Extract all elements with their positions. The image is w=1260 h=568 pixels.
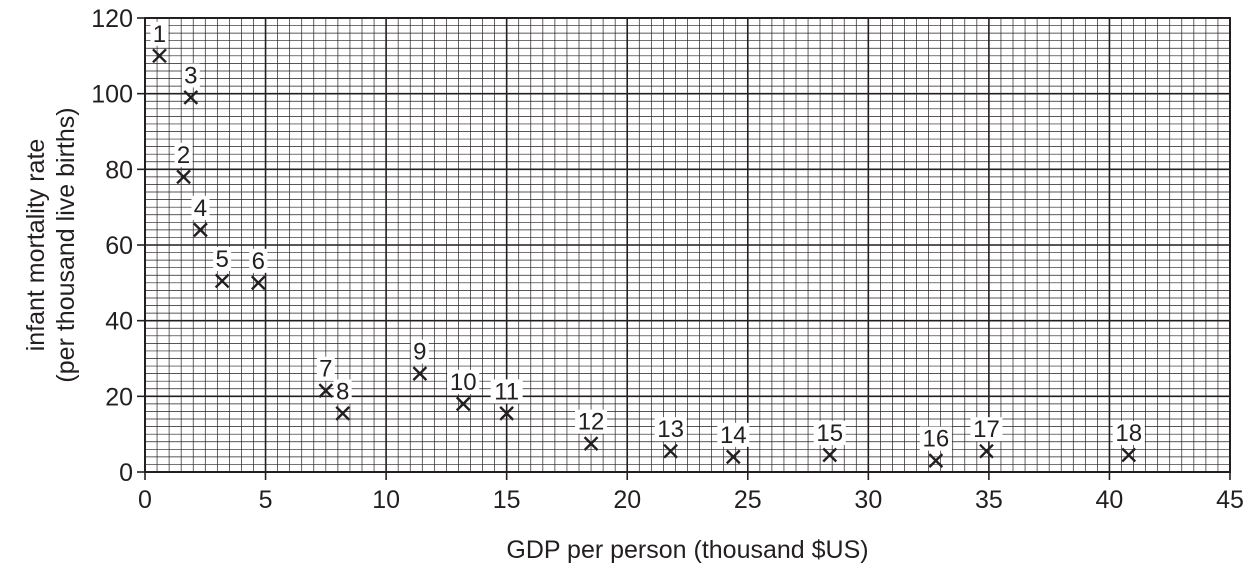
point-label: 1 xyxy=(153,21,166,48)
point-label-background xyxy=(575,409,608,434)
data-point: 10 xyxy=(447,369,480,412)
data-point: 7 xyxy=(316,356,335,399)
data-point: 9 xyxy=(410,339,429,381)
x-tick-label: 30 xyxy=(854,486,882,514)
point-label: 8 xyxy=(336,378,349,405)
point-marker xyxy=(318,383,334,399)
data-point: 15 xyxy=(813,420,846,463)
point-label-background xyxy=(333,379,352,404)
point-marker xyxy=(1121,447,1137,463)
point-marker xyxy=(979,443,994,459)
point-label: 18 xyxy=(1115,420,1142,447)
point-marker xyxy=(725,449,741,465)
x-tick-label: 45 xyxy=(1216,486,1244,514)
y-tick-label: 80 xyxy=(105,156,133,184)
point-label: 5 xyxy=(215,246,228,273)
point-label-background xyxy=(970,417,1003,442)
data-point: 4 xyxy=(191,195,210,238)
point-label-background xyxy=(654,417,687,442)
point-label-background xyxy=(490,379,523,404)
data-point: 13 xyxy=(654,416,687,459)
point-marker xyxy=(663,443,678,459)
x-tick-label: 10 xyxy=(372,486,400,514)
x-tick-label: 15 xyxy=(493,486,521,514)
point-label-background xyxy=(813,420,846,445)
point-marker xyxy=(250,275,266,291)
data-point: 11 xyxy=(490,378,523,421)
point-label: 6 xyxy=(252,248,265,275)
point-label: 11 xyxy=(494,378,519,405)
data-point: 18 xyxy=(1112,420,1145,463)
point-label: 16 xyxy=(922,426,949,453)
y-axis-label-line-2: (per thousand live births) xyxy=(52,107,80,382)
point-marker xyxy=(176,169,191,185)
grid xyxy=(144,17,1231,473)
point-label-background xyxy=(410,339,429,364)
point-label-background xyxy=(213,246,232,271)
data-point: 6 xyxy=(249,248,268,291)
data-point: 16 xyxy=(919,426,952,468)
data-point: 8 xyxy=(333,378,352,421)
data-point: 1 xyxy=(150,21,169,64)
point-marker xyxy=(335,406,351,421)
point-marker xyxy=(193,222,208,238)
y-tick-label: 60 xyxy=(105,232,133,260)
point-label: 12 xyxy=(578,409,605,436)
point-marker xyxy=(214,273,230,289)
data-point: 5 xyxy=(213,246,232,289)
data-point: 14 xyxy=(717,422,750,465)
x-tick-label: 40 xyxy=(1096,486,1124,514)
point-marker xyxy=(499,406,515,421)
point-label-background xyxy=(717,422,750,447)
point-label: 15 xyxy=(816,420,843,447)
x-axis-label: GDP per person (thousand $US) xyxy=(506,536,868,564)
point-marker xyxy=(152,48,167,64)
point-marker xyxy=(455,396,471,412)
y-tick-label: 40 xyxy=(105,308,133,336)
point-marker xyxy=(822,447,838,463)
point-label: 14 xyxy=(720,422,747,449)
x-tick-label: 35 xyxy=(975,486,1003,514)
point-label: 9 xyxy=(413,339,426,366)
point-marker xyxy=(928,453,944,468)
point-label-background xyxy=(191,195,210,220)
point-label: 2 xyxy=(177,142,190,169)
y-tick-label: 100 xyxy=(91,81,133,109)
data-point: 12 xyxy=(575,409,608,451)
point-label: 10 xyxy=(450,369,477,396)
point-label-background xyxy=(181,63,200,88)
point-label-background xyxy=(174,142,193,167)
point-marker xyxy=(183,90,199,105)
point-label: 4 xyxy=(194,195,207,222)
y-tick-label: 120 xyxy=(91,5,133,33)
y-tick-label: 20 xyxy=(105,383,133,411)
point-label-background xyxy=(447,369,480,394)
y-axis-label-line-1: infant mortality rate xyxy=(22,139,50,352)
point-marker xyxy=(412,366,428,381)
point-label-background xyxy=(316,356,335,381)
x-tick-label: 20 xyxy=(613,486,641,514)
point-label-background xyxy=(249,248,268,273)
x-tick-label: 25 xyxy=(734,486,762,514)
data-point: 3 xyxy=(181,62,200,105)
point-label: 17 xyxy=(973,416,1000,443)
point-label: 7 xyxy=(319,356,332,383)
data-point: 2 xyxy=(174,142,193,185)
point-label-background xyxy=(150,21,169,46)
x-tick-label: 0 xyxy=(138,486,152,514)
y-tick-label: 0 xyxy=(119,459,133,487)
point-label-background xyxy=(919,426,952,451)
point-label: 13 xyxy=(657,416,684,443)
point-label: 3 xyxy=(184,62,197,89)
point-marker xyxy=(583,436,599,451)
point-label-background xyxy=(1112,420,1145,445)
data-point: 17 xyxy=(970,416,1003,459)
x-tick-label: 5 xyxy=(259,486,273,514)
